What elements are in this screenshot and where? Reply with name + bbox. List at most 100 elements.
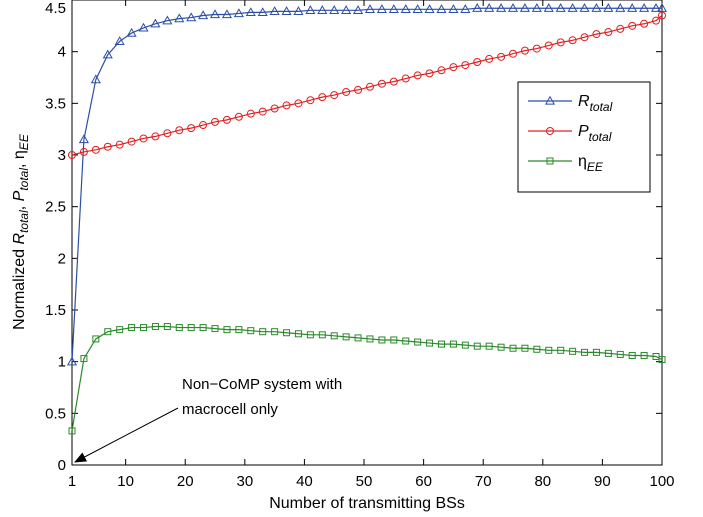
data-point-EE xyxy=(485,342,493,350)
data-point-R xyxy=(591,3,602,12)
data-point-R xyxy=(138,22,149,32)
data-point-P xyxy=(270,104,279,113)
data-point-EE xyxy=(497,343,505,351)
data-point-EE xyxy=(80,355,88,363)
data-point-P xyxy=(580,33,589,42)
data-point-EE xyxy=(640,351,648,359)
x-axis-label: Number of transmitting BSs xyxy=(269,495,465,512)
data-point-R xyxy=(257,7,268,17)
data-point-R xyxy=(245,7,256,17)
data-point-EE xyxy=(366,335,374,343)
data-point-R xyxy=(221,9,233,19)
data-point-EE xyxy=(140,324,148,332)
data-point-R xyxy=(388,4,399,13)
x-tick-label: 50 xyxy=(356,473,373,490)
data-point-R xyxy=(412,4,423,13)
data-point-EE xyxy=(271,328,279,336)
y-label-sep-2: , xyxy=(11,159,28,168)
data-point-P xyxy=(318,93,327,102)
y-label-r-sub: total xyxy=(17,210,31,233)
data-point-R xyxy=(448,4,459,13)
data-point-R xyxy=(567,3,578,12)
y-tick-label: 4.5 xyxy=(45,0,66,17)
data-point-R xyxy=(281,6,292,16)
data-point-EE xyxy=(402,337,410,345)
legend-label-EE: ηEE xyxy=(578,153,604,174)
data-point-EE xyxy=(116,326,124,334)
data-point-P xyxy=(616,24,625,33)
y-axis-ticks: 0 0.5 1 1.5 2 2.5 3 3.5 4 4.5 xyxy=(45,0,662,474)
legend-label-base: P xyxy=(578,123,589,140)
data-point-P xyxy=(604,28,613,37)
x-tick-label: 30 xyxy=(236,473,253,490)
data-point-EE xyxy=(616,350,624,358)
data-point-EE xyxy=(658,356,666,364)
data-point-P xyxy=(342,87,351,96)
data-point-P xyxy=(652,16,661,25)
x-axis-ticks: 1 10 20 30 40 50 60 70 80 90 100 xyxy=(68,0,675,490)
y-tick-label: 0 xyxy=(58,457,66,474)
annotation-line-2: macrocell only xyxy=(182,401,278,418)
x-tick-label: 40 xyxy=(296,473,313,490)
data-point-R xyxy=(364,4,376,13)
data-point-P xyxy=(222,115,231,124)
y-tick-label: 3.5 xyxy=(45,95,66,112)
x-tick-label: 80 xyxy=(534,473,551,490)
data-point-P xyxy=(151,132,160,141)
data-point-R xyxy=(305,5,316,14)
data-point-R xyxy=(114,36,125,45)
legend-marker-EE xyxy=(546,157,554,165)
data-point-R xyxy=(603,3,614,12)
data-point-P xyxy=(628,21,637,30)
data-point-P xyxy=(282,101,291,110)
data-point-R xyxy=(162,15,173,25)
data-point-EE xyxy=(569,347,577,355)
legend-label-P: Ptotal xyxy=(578,123,612,144)
data-point-R xyxy=(436,4,447,13)
data-point-P xyxy=(509,49,518,58)
data-point-P xyxy=(473,58,482,66)
data-point-EE xyxy=(104,328,112,336)
legend-marker-P xyxy=(546,127,554,135)
data-point-P xyxy=(401,74,410,83)
data-point-EE xyxy=(581,348,589,356)
data-point-R xyxy=(293,6,304,16)
x-tick-label: 60 xyxy=(415,473,432,490)
legend-label-sub: total xyxy=(590,100,613,114)
data-point-P xyxy=(199,121,208,130)
data-point-R xyxy=(400,4,411,13)
y-tick-label: 3 xyxy=(58,147,66,164)
y-label-sep-1: , xyxy=(11,201,28,210)
data-point-P xyxy=(115,140,124,149)
data-point-P xyxy=(91,145,100,154)
data-point-P xyxy=(568,36,577,45)
x-tick-label: 90 xyxy=(594,473,611,490)
data-point-R xyxy=(352,5,364,14)
series-layer xyxy=(66,3,668,435)
series-line-P xyxy=(71,15,663,156)
data-point-R xyxy=(174,13,185,23)
data-point-P xyxy=(389,77,398,86)
y-tick-label: 2 xyxy=(58,250,66,267)
data-point-R xyxy=(579,3,590,12)
data-point-P xyxy=(234,112,243,121)
data-point-P xyxy=(79,147,88,156)
data-point-R xyxy=(519,3,530,12)
data-point-R xyxy=(472,3,483,12)
data-point-EE xyxy=(92,335,100,343)
data-point-R xyxy=(102,49,113,59)
data-point-R xyxy=(341,5,352,14)
data-point-R xyxy=(233,8,244,18)
data-point-EE xyxy=(247,327,255,335)
legend-label-sub: total xyxy=(589,130,612,144)
data-point-R xyxy=(78,134,89,144)
y-axis-label: Normalized Rtotal, Ptotal, ηEE xyxy=(11,133,31,330)
data-point-EE xyxy=(354,334,362,342)
data-point-R xyxy=(460,4,471,13)
legend-label-base: η xyxy=(578,153,587,170)
data-point-P xyxy=(68,151,76,159)
data-point-EE xyxy=(628,351,636,359)
data-point-EE xyxy=(426,339,434,347)
data-point-R xyxy=(496,3,507,12)
